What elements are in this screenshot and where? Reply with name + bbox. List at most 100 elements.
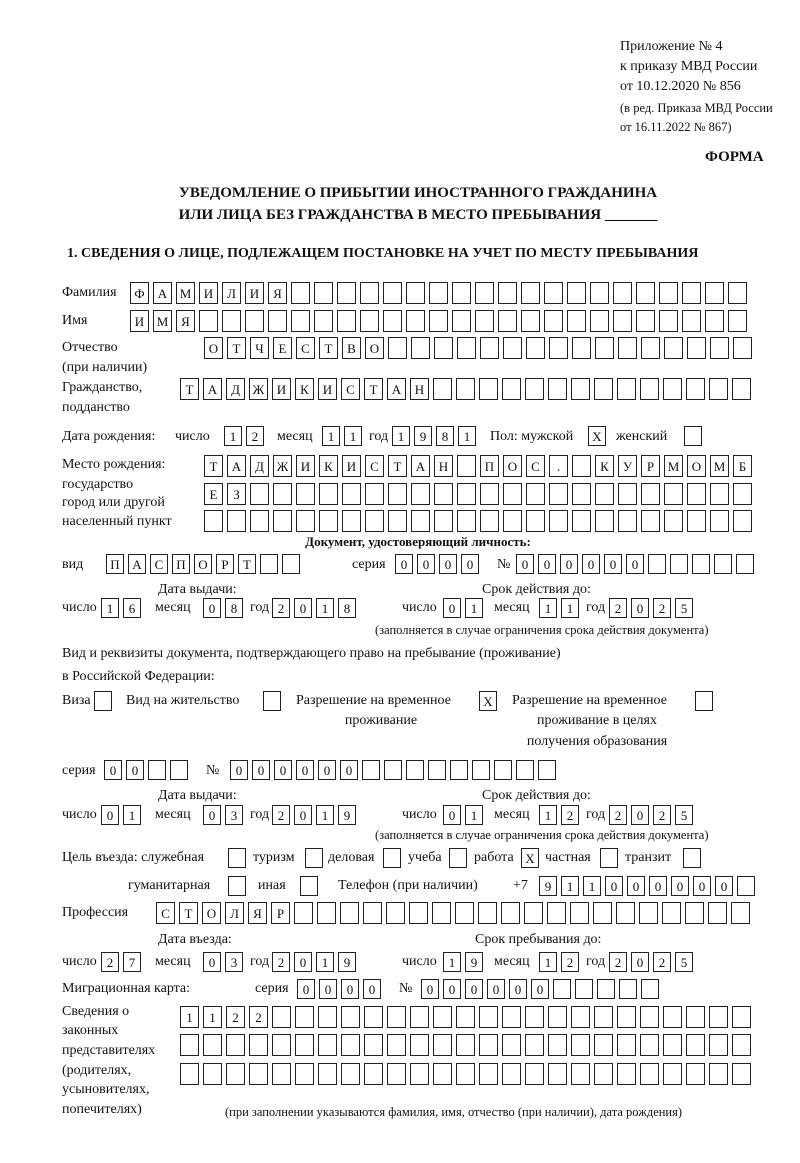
char-box[interactable]: 0	[319, 979, 337, 999]
char-box[interactable]: 0	[443, 805, 461, 825]
char-box[interactable]	[571, 1006, 590, 1028]
char-box[interactable]	[526, 483, 545, 505]
char-box[interactable]: 0	[421, 979, 439, 999]
char-box[interactable]	[227, 510, 246, 532]
char-box[interactable]: 0	[538, 554, 556, 574]
char-box[interactable]: Р	[216, 554, 234, 574]
char-box[interactable]: И	[272, 378, 291, 400]
char-box[interactable]: 0	[417, 554, 435, 574]
char-box[interactable]: Б	[733, 455, 752, 477]
char-box[interactable]	[362, 760, 380, 780]
char-box[interactable]	[250, 483, 269, 505]
char-box[interactable]	[684, 426, 702, 446]
char-box[interactable]: 0	[101, 805, 119, 825]
char-box[interactable]	[547, 902, 566, 924]
char-box[interactable]	[682, 282, 701, 304]
char-box[interactable]: А	[153, 282, 172, 304]
char-box[interactable]	[480, 483, 499, 505]
char-box[interactable]	[341, 1006, 360, 1028]
char-box[interactable]: 0	[363, 979, 381, 999]
char-box[interactable]	[521, 282, 540, 304]
char-box[interactable]: 1	[561, 876, 579, 896]
char-box[interactable]	[544, 282, 563, 304]
char-box[interactable]	[388, 337, 407, 359]
char-box[interactable]	[595, 337, 614, 359]
char-box[interactable]	[388, 510, 407, 532]
char-box[interactable]: 2	[561, 952, 579, 972]
char-box[interactable]: М	[710, 455, 729, 477]
char-box[interactable]: А	[203, 378, 222, 400]
char-box[interactable]	[709, 1063, 728, 1085]
char-box[interactable]: 0	[203, 952, 221, 972]
char-box[interactable]: 0	[294, 805, 312, 825]
char-box[interactable]	[226, 1034, 245, 1056]
char-box[interactable]: 1	[316, 598, 334, 618]
char-box[interactable]	[618, 510, 637, 532]
char-box[interactable]	[455, 902, 474, 924]
char-box[interactable]: 1	[539, 598, 557, 618]
char-box[interactable]	[641, 979, 659, 999]
char-box[interactable]	[498, 282, 517, 304]
char-box[interactable]: 0	[649, 876, 667, 896]
char-box[interactable]	[406, 760, 424, 780]
char-box[interactable]	[294, 902, 313, 924]
char-box[interactable]: 1	[316, 952, 334, 972]
char-box[interactable]: 0	[465, 979, 483, 999]
char-box[interactable]	[409, 902, 428, 924]
char-box[interactable]: И	[342, 455, 361, 477]
char-box[interactable]	[618, 337, 637, 359]
char-box[interactable]	[249, 1063, 268, 1085]
char-box[interactable]: О	[204, 337, 223, 359]
char-box[interactable]	[94, 691, 112, 711]
char-box[interactable]	[319, 510, 338, 532]
char-box[interactable]: Ж	[249, 378, 268, 400]
char-box[interactable]	[617, 1034, 636, 1056]
char-box[interactable]: 2	[609, 598, 627, 618]
char-box[interactable]: 2	[226, 1006, 245, 1028]
char-box[interactable]	[648, 554, 666, 574]
char-box[interactable]	[260, 554, 278, 574]
char-box[interactable]	[571, 378, 590, 400]
char-box[interactable]: 2	[653, 805, 671, 825]
char-box[interactable]: 8	[225, 598, 243, 618]
char-box[interactable]: 0	[516, 554, 534, 574]
char-box[interactable]: 0	[252, 760, 270, 780]
char-box[interactable]: 2	[249, 1006, 268, 1028]
char-box[interactable]: Ч	[250, 337, 269, 359]
char-box[interactable]: 1	[465, 598, 483, 618]
char-box[interactable]: С	[341, 378, 360, 400]
char-box[interactable]: .	[549, 455, 568, 477]
char-box[interactable]: 0	[340, 760, 358, 780]
char-box[interactable]: О	[194, 554, 212, 574]
char-box[interactable]: 0	[582, 554, 600, 574]
char-box[interactable]: 0	[604, 554, 622, 574]
char-box[interactable]	[548, 378, 567, 400]
char-box[interactable]: С	[156, 902, 175, 924]
char-box[interactable]	[318, 1063, 337, 1085]
char-box[interactable]	[686, 1006, 705, 1028]
char-box[interactable]: 2	[653, 598, 671, 618]
char-box[interactable]: 2	[101, 952, 119, 972]
char-box[interactable]	[364, 1063, 383, 1085]
char-box[interactable]: Р	[271, 902, 290, 924]
char-box[interactable]	[705, 282, 724, 304]
char-box[interactable]: О	[365, 337, 384, 359]
char-box[interactable]	[686, 1034, 705, 1056]
char-box[interactable]	[364, 1006, 383, 1028]
char-box[interactable]: 1	[316, 805, 334, 825]
char-box[interactable]	[695, 691, 713, 711]
char-box[interactable]	[640, 1063, 659, 1085]
char-box[interactable]: 0	[461, 554, 479, 574]
char-box[interactable]: 1	[180, 1006, 199, 1028]
char-box[interactable]	[387, 1063, 406, 1085]
char-box[interactable]: X	[588, 426, 606, 446]
char-box[interactable]: Н	[434, 455, 453, 477]
char-box[interactable]	[411, 483, 430, 505]
char-box[interactable]	[503, 483, 522, 505]
char-box[interactable]: М	[176, 282, 195, 304]
char-box[interactable]	[314, 282, 333, 304]
char-box[interactable]	[272, 1006, 291, 1028]
char-box[interactable]	[687, 337, 706, 359]
char-box[interactable]	[670, 554, 688, 574]
char-box[interactable]: Ж	[273, 455, 292, 477]
